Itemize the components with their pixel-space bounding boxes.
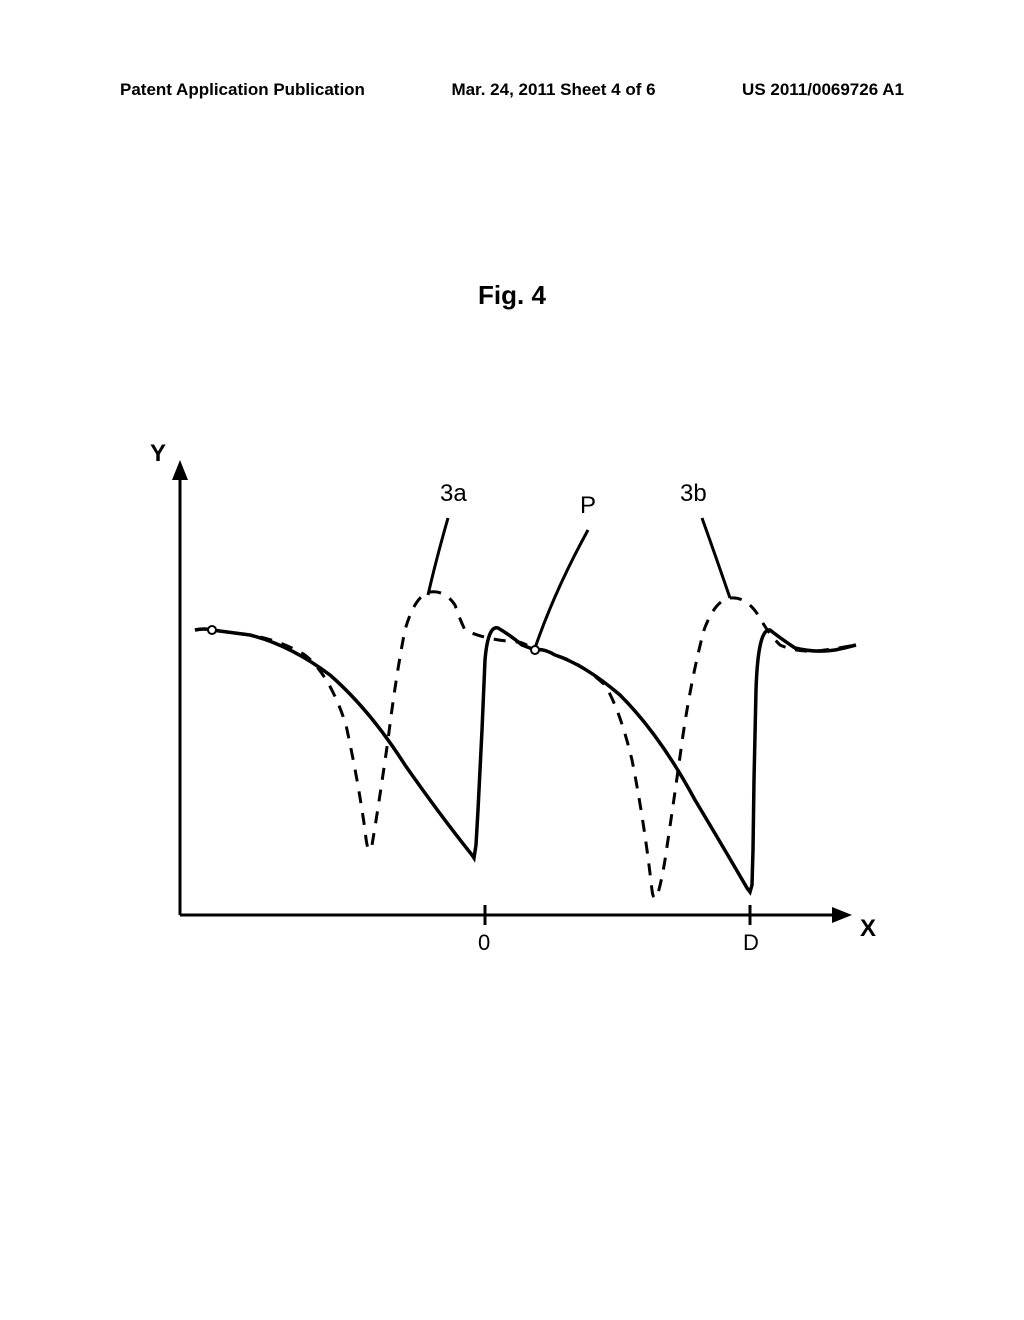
start-dot-left [208,626,216,634]
leader-3b [702,518,730,598]
header-right: US 2011/0069726 A1 [742,80,904,100]
y-axis [172,460,188,915]
chart-svg [140,450,880,970]
header-left: Patent Application Publication [120,80,365,100]
label-3a: 3a [440,480,467,508]
start-dot-mid [531,646,539,654]
x-axis-label: X [860,915,876,943]
label-p: P [580,492,596,520]
header: Patent Application Publication Mar. 24, … [0,80,1024,100]
leader-3a [428,518,448,595]
tick-label-d: D [743,930,759,956]
label-3b: 3b [680,480,707,508]
chart-container: Y X 3a P 3b 0 D [140,450,880,950]
header-center: Mar. 24, 2011 Sheet 4 of 6 [451,80,655,100]
curve-p-3b [195,628,856,892]
y-axis-label: Y [150,440,166,468]
figure-label: Fig. 4 [0,280,1024,311]
leader-p [535,530,588,648]
tick-label-zero: 0 [478,930,490,956]
